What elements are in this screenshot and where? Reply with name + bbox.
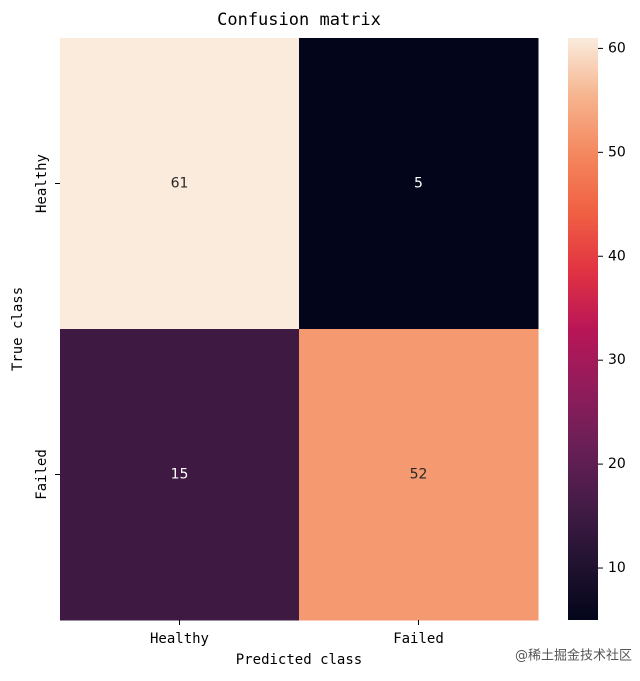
cell-label: 52 bbox=[410, 467, 428, 483]
colorbar-tick-label: 50 bbox=[608, 144, 626, 160]
colorbar-tick-label: 20 bbox=[608, 456, 626, 472]
x-axis-label: Predicted class bbox=[236, 652, 362, 668]
heatmap-cell bbox=[299, 38, 539, 330]
watermark: @稀土掘金技术社区 bbox=[515, 648, 632, 664]
colorbar-tick-label: 60 bbox=[608, 40, 626, 56]
y-tick-label: Healthy bbox=[34, 154, 50, 213]
x-tick-label: Failed bbox=[393, 631, 444, 647]
colorbar-tick-label: 40 bbox=[608, 248, 626, 264]
cell-label: 15 bbox=[171, 467, 189, 483]
heatmap-cell bbox=[60, 38, 300, 330]
cell-label: 5 bbox=[414, 176, 423, 192]
colorbar-tick-label: 30 bbox=[608, 352, 626, 368]
heatmap-cell bbox=[299, 329, 539, 621]
x-tick-label: Healthy bbox=[150, 631, 209, 647]
chart-title: Confusion matrix bbox=[217, 10, 381, 30]
colorbar-tick-label: 10 bbox=[608, 560, 626, 576]
colorbar bbox=[568, 38, 598, 620]
y-tick-label: Failed bbox=[34, 449, 50, 500]
y-axis-label: True class bbox=[10, 287, 26, 371]
cell-label: 61 bbox=[171, 176, 189, 192]
heatmap-cell bbox=[60, 329, 300, 621]
